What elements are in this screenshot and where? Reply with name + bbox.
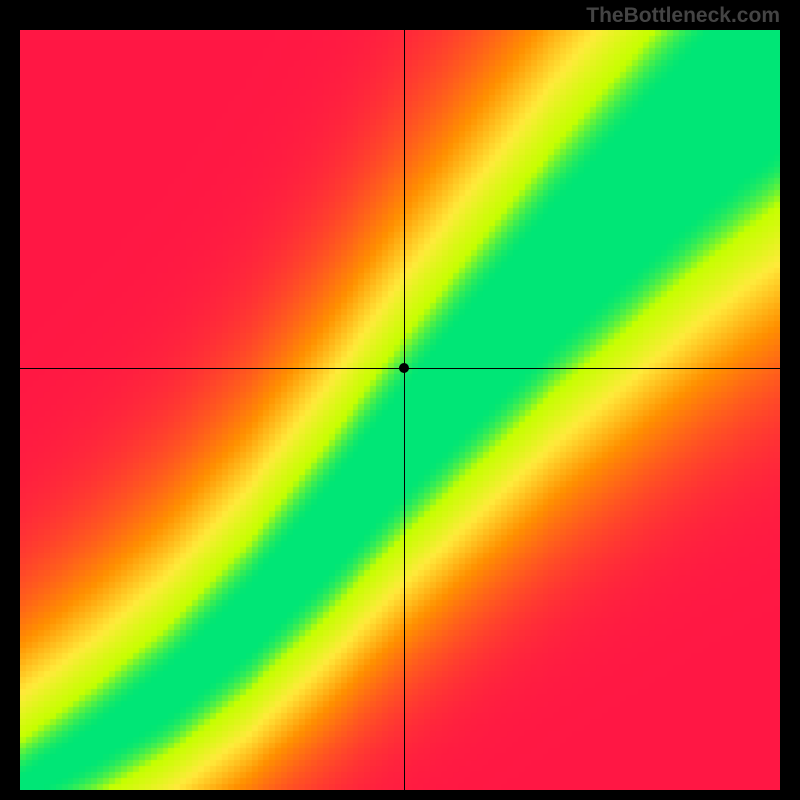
plot-area [20, 30, 780, 790]
crosshair-vertical [404, 30, 405, 790]
crosshair-marker [399, 363, 409, 373]
heatmap-canvas [20, 30, 780, 790]
watermark-text: TheBottleneck.com [586, 4, 780, 28]
